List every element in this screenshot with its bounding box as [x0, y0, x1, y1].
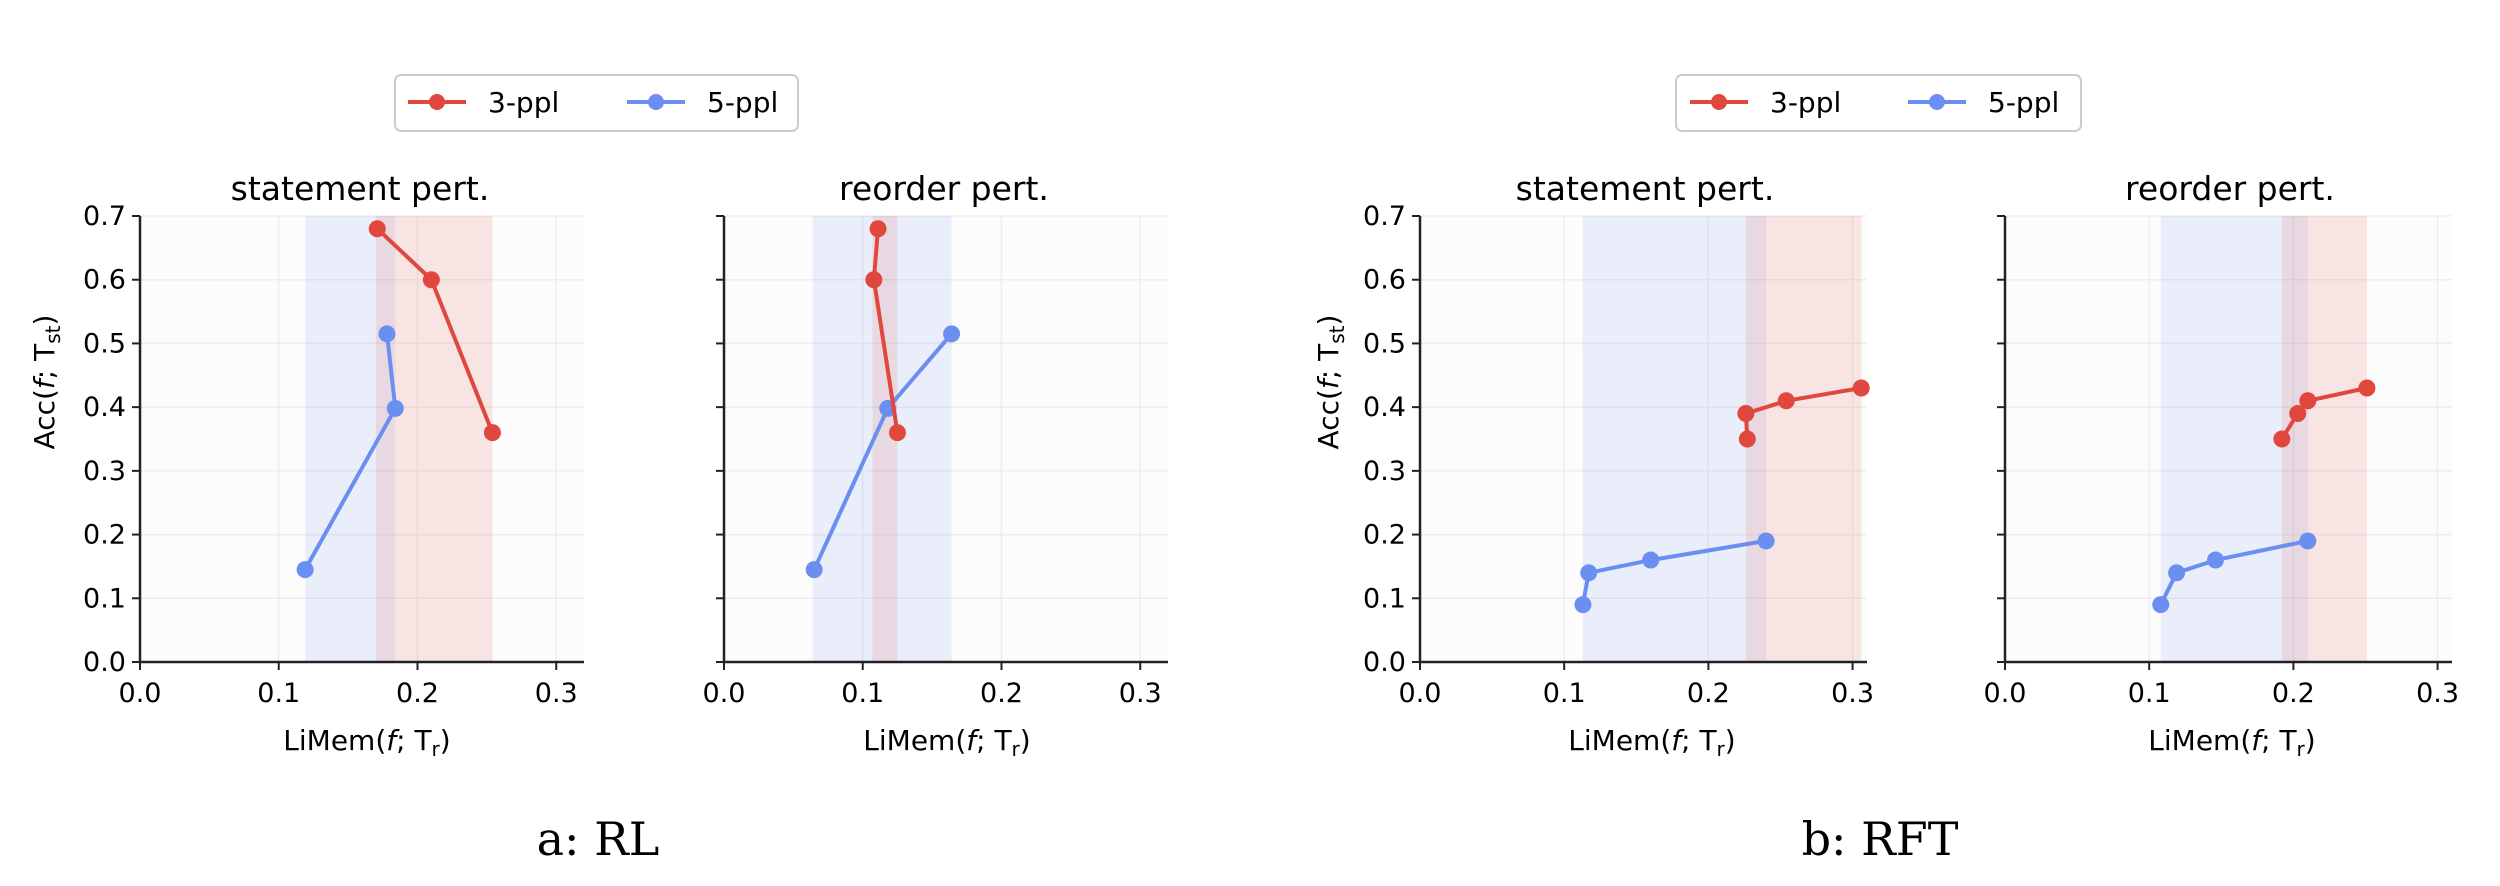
data-point-3-ppl [865, 271, 883, 289]
legend-label-5ppl: 5-ppl [1988, 86, 2059, 119]
series-line-5-ppl [1580, 538, 1769, 607]
data-point-5-ppl [2152, 596, 2170, 614]
data-point-5-ppl [296, 561, 314, 579]
y-axis-label-b: Acc(f; Tst) [1312, 315, 1349, 450]
plot-area [724, 216, 1168, 662]
data-point-3-ppl [888, 424, 906, 442]
x-axis-label-rft-statement: LiMem(f; Tr) [1568, 724, 1735, 761]
legend-b: 3-ppl 5-ppl [1675, 74, 2082, 132]
x-tick-label: 0.3 [1831, 678, 1874, 709]
y-tick-label: 0.6 [1363, 265, 1406, 296]
y-tick-label: 0.7 [1363, 201, 1406, 232]
x-tick-label: 0.3 [2416, 678, 2459, 709]
data-point-3-ppl [1777, 392, 1795, 410]
data-point-5-ppl [378, 325, 396, 343]
data-point-5-ppl [2207, 551, 2225, 569]
data-point-3-ppl [1737, 405, 1755, 423]
x-tick-label: 0.0 [119, 678, 162, 709]
x-axis-label-rl-statement: LiMem(f; Tr) [283, 724, 450, 761]
x-tick-label: 0.0 [1984, 678, 2027, 709]
caption-b: b: RFT [1802, 812, 1959, 866]
y-tick-label: 0.2 [83, 520, 126, 551]
y-tick-label: 0.7 [83, 201, 126, 232]
data-point-5-ppl [1642, 551, 1660, 569]
data-point-5-ppl [2168, 564, 2186, 582]
data-point-3-ppl [368, 220, 386, 238]
data-point-3-ppl [2358, 379, 2376, 397]
panel-title: statement pert. [1516, 169, 1775, 208]
x-tick-label: 0.2 [2272, 678, 2315, 709]
y-tick-label: 0.3 [83, 456, 126, 487]
panel-rft-reorder: 0.0 0.1 0.2 0.3 reorder pert. [1984, 169, 2460, 709]
y-tick-label: 0.5 [1363, 328, 1406, 359]
data-point-5-ppl [2299, 532, 2317, 550]
data-point-5-ppl [1757, 532, 1775, 550]
y-tick-label: 0.6 [83, 265, 126, 296]
legend-label-5ppl: 5-ppl [707, 86, 778, 119]
panel-rl-reorder: 0.0 0.1 0.2 0.3 reorder pert. [703, 169, 1168, 709]
legend-label-3ppl: 3-ppl [488, 86, 559, 119]
span-band-5-ppl [1582, 216, 1767, 662]
series-line-3-ppl [1743, 386, 1864, 441]
legend-marker-3ppl [1711, 94, 1727, 110]
data-point-5-ppl [943, 325, 961, 343]
legend-frame [1675, 74, 2082, 132]
data-point-3-ppl [483, 424, 501, 442]
legend-a: 3-ppl 5-ppl [394, 74, 799, 132]
x-tick-label: 0.1 [2128, 678, 2171, 709]
span-band-3-ppl [1745, 216, 1862, 662]
span-band-5-ppl [812, 216, 952, 662]
panel-title: reorder pert. [839, 169, 1049, 208]
data-point-3-ppl [1738, 430, 1756, 448]
x-tick-label: 0.1 [1543, 678, 1586, 709]
legend-label-3ppl: 3-ppl [1770, 86, 1841, 119]
plot-area [140, 216, 584, 662]
plot-area [2005, 216, 2452, 662]
data-point-5-ppl [805, 561, 823, 579]
data-point-3-ppl [2289, 405, 2307, 423]
series-line-5-ppl [2158, 538, 2310, 607]
legend-marker-3ppl [429, 94, 445, 110]
x-tick-label: 0.2 [1687, 678, 1730, 709]
legend-marker-5ppl [648, 94, 664, 110]
y-tick-label: 0.1 [1363, 583, 1406, 614]
caption-a: a: RL [537, 812, 660, 866]
y-tick-label: 0.4 [1363, 392, 1406, 423]
data-point-3-ppl [422, 271, 440, 289]
y-tick-label: 0.0 [1363, 647, 1406, 678]
x-tick-label: 0.0 [703, 678, 746, 709]
y-tick-label: 0.2 [1363, 520, 1406, 551]
y-tick-label: 0.4 [83, 392, 126, 423]
x-tick-label: 0.2 [396, 678, 439, 709]
y-axis-label-a: Acc(f; Tst) [28, 315, 65, 450]
data-point-5-ppl [1574, 596, 1592, 614]
data-point-3-ppl [2299, 392, 2317, 410]
y-tick-label: 0.1 [83, 583, 126, 614]
x-tick-label: 0.3 [1119, 678, 1162, 709]
data-point-3-ppl [1852, 379, 1870, 397]
y-tick-label: 0.3 [1363, 456, 1406, 487]
data-point-5-ppl [1580, 564, 1598, 582]
panel-rl-statement: 0.0 0.1 0.2 0.3 0.4 0.5 0.6 0.7 0.0 0.1 0.2 0.3 stat… [83, 169, 584, 709]
panel-title: statement pert. [231, 169, 490, 208]
y-tick-label: 0.5 [83, 328, 126, 359]
x-axis-label-rl-reorder: LiMem(f; Tr) [863, 724, 1030, 761]
x-tick-label: 0.1 [257, 678, 300, 709]
x-tick-label: 0.3 [535, 678, 578, 709]
data-point-5-ppl [386, 399, 404, 417]
span-band-3-ppl [2281, 216, 2367, 662]
x-tick-label: 0.1 [841, 678, 884, 709]
legend-marker-5ppl [1929, 94, 1945, 110]
panel-rft-statement: 0.0 0.1 0.2 0.3 0.4 0.5 0.6 0.7 0.0 0.1 0.2 0.3 stat… [1363, 169, 1874, 709]
panel-title: reorder pert. [2125, 169, 2335, 208]
data-point-3-ppl [869, 220, 887, 238]
x-tick-label: 0.0 [1399, 678, 1442, 709]
data-point-3-ppl [2273, 430, 2291, 448]
x-axis-label-rft-reorder: LiMem(f; Tr) [2148, 724, 2315, 761]
legend-frame [394, 74, 799, 132]
y-tick-label: 0.0 [83, 647, 126, 678]
x-tick-label: 0.2 [980, 678, 1023, 709]
plot-area [1420, 216, 1867, 662]
